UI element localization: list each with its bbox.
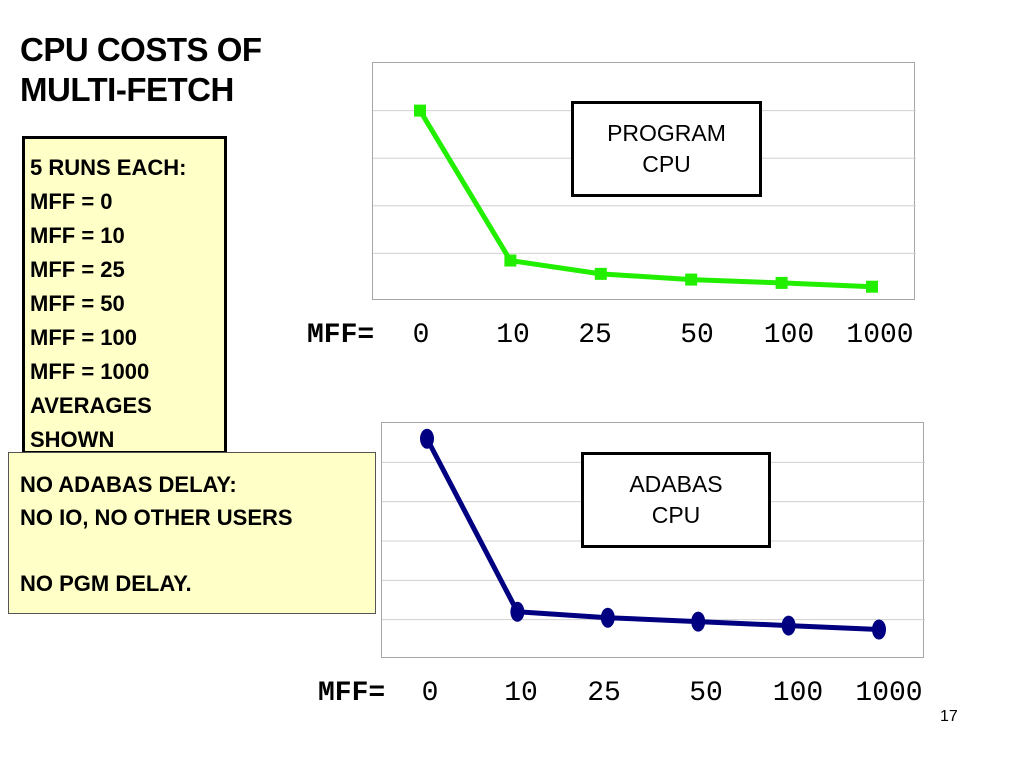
- slide-title: CPU COSTS OF MULTI-FETCH: [20, 30, 262, 110]
- program-cpu-point-0: [414, 104, 426, 117]
- program-cpu-point-10: [504, 254, 517, 267]
- adabas-cpu-x-tick: 25: [587, 678, 621, 709]
- program-cpu-x-tick: 10: [496, 320, 530, 351]
- program-cpu-point-100: [775, 276, 788, 289]
- runs-note-line: MFF = 1000: [30, 359, 150, 384]
- adabas-cpu-point-0: [420, 428, 434, 449]
- adabas-cpu-chart: ADABAS CPU: [381, 422, 925, 658]
- adabas-cpu-label-line: ADABAS: [629, 471, 723, 497]
- program-cpu-x-tick: 1000: [846, 320, 914, 351]
- delay-note-line: NO ADABAS DELAY:: [20, 472, 237, 497]
- runs-note-line: MFF = 25: [30, 257, 125, 282]
- adabas-cpu-x-tick: 100: [772, 678, 824, 709]
- program-cpu-label-line: CPU: [642, 151, 691, 177]
- program-cpu-x-tick: 100: [763, 320, 815, 351]
- program-cpu-point-25: [594, 267, 607, 280]
- program-cpu-series-line: [417, 109, 873, 290]
- adabas-cpu-point-25: [600, 607, 615, 628]
- page-number: 17: [940, 708, 958, 725]
- adabas-cpu-x-tick: 10: [504, 678, 538, 709]
- program-cpu-plot: [373, 104, 916, 293]
- runs-note-line: MFF = 100: [30, 325, 137, 350]
- program-cpu-label-box: PROGRAM CPU: [571, 101, 762, 197]
- program-cpu-x-tick: 25: [578, 320, 612, 351]
- adabas-cpu-x-axis: MFF= 0 10 25 50 100 1000: [0, 678, 1024, 712]
- adabas-cpu-plot: [382, 428, 925, 640]
- program-cpu-x-axis: MFF= 0 10 25 50 100 1000: [0, 320, 1024, 354]
- program-cpu-point-1000: [866, 280, 878, 293]
- slide-title-line-1: CPU COSTS OF: [20, 31, 262, 68]
- program-cpu-label-line: PROGRAM: [607, 120, 726, 146]
- adabas-cpu-x-tick: 50: [689, 678, 723, 709]
- delay-note-line: [20, 534, 375, 567]
- adabas-cpu-point-1000: [872, 619, 886, 640]
- delay-note-line: NO PGM DELAY.: [20, 571, 192, 596]
- runs-note-box: 5 RUNS EACH: MFF = 0 MFF = 10 MFF = 25 M…: [22, 136, 227, 454]
- adabas-cpu-point-10: [510, 601, 525, 622]
- runs-note-line: SHOWN: [30, 427, 115, 452]
- runs-note-line: MFF = 10: [30, 223, 125, 248]
- program-cpu-x-tick: 50: [680, 320, 714, 351]
- adabas-cpu-label-box: ADABAS CPU: [581, 452, 771, 548]
- adabas-cpu-x-tick: 1000: [855, 678, 923, 709]
- adabas-cpu-x-tick: 0: [421, 678, 439, 709]
- runs-note-line: MFF = 50: [30, 291, 125, 316]
- adabas-cpu-point-50: [691, 611, 706, 632]
- adabas-cpu-x-axis-label: MFF=: [318, 678, 386, 709]
- program-cpu-point-50: [685, 273, 698, 286]
- program-cpu-x-tick: 0: [412, 320, 430, 351]
- slide-title-line-2: MULTI-FETCH: [20, 71, 234, 108]
- delay-note-box: NO ADABAS DELAY: NO IO, NO OTHER USERS N…: [8, 452, 376, 614]
- adabas-cpu-series-line: [424, 437, 880, 632]
- program-cpu-chart: PROGRAM CPU: [372, 62, 916, 300]
- adabas-cpu-label-line: CPU: [651, 502, 701, 528]
- program-cpu-x-axis-label: MFF=: [307, 320, 375, 351]
- adabas-cpu-point-100: [781, 615, 796, 636]
- runs-note-line: MFF = 0: [30, 189, 113, 214]
- delay-note-line: NO IO, NO OTHER USERS: [20, 505, 293, 530]
- runs-note-line: 5 RUNS EACH:: [30, 155, 187, 180]
- runs-note-line: AVERAGES: [30, 393, 152, 418]
